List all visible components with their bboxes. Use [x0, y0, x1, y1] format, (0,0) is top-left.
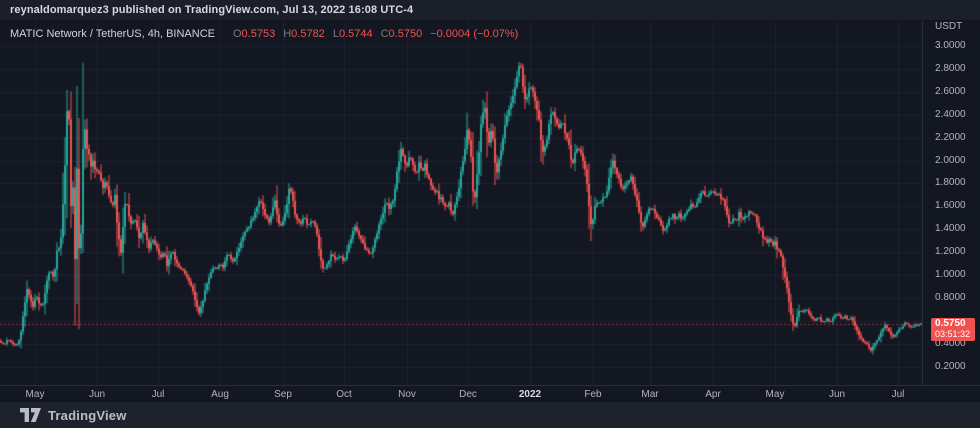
time-axis-label: Apr [705, 389, 721, 400]
symbol-title[interactable]: MATIC Network / TetherUS, 4h, BINANCE [10, 28, 215, 40]
time-axis-label: Dec [459, 389, 477, 400]
price-tick-label: 3.0000 [935, 40, 966, 51]
price-tick-label: 0.4000 [935, 337, 966, 349]
time-axis-label: Jul [891, 389, 905, 400]
price-tick-label: 1.6000 [935, 200, 966, 212]
bar-countdown: 03:51:32 [935, 328, 971, 339]
time-axis-label: May [765, 389, 785, 400]
price-tick-label: 2.4000 [935, 108, 966, 120]
time-axis-label: Jun [828, 389, 846, 400]
time-axis-label: Jun [88, 389, 106, 400]
tradingview-logo-text: TradingView [48, 407, 127, 423]
time-axis-label: Mar [641, 389, 659, 400]
ohlc-high: H0.5782 [283, 28, 325, 40]
last-price-value: 0.5750 [935, 317, 966, 329]
ohlc-open: O0.5753 [232, 28, 276, 40]
chart-legend: MATIC Network / TetherUS, 4h, BINANCE O0… [10, 28, 518, 40]
footer-bar: TradingView [0, 402, 980, 428]
price-axis[interactable]: USDT 0.5750 03:51:32 3.0000 2.8000 2.6000 2… [922, 21, 980, 402]
ohlc-low: L0.5744 [332, 28, 373, 40]
price-tick-label: 1.8000 [935, 177, 966, 189]
price-tick-label: 0.2000 [935, 360, 966, 372]
time-axis-label: Aug [211, 389, 229, 400]
tradingview-logo[interactable]: TradingView [20, 408, 127, 423]
last-price-badge: 0.5750 03:51:32 [931, 317, 975, 341]
time-axis-label: Feb [584, 389, 602, 400]
price-tick-label: 1.2000 [935, 246, 966, 258]
price-tick-label: 1.0000 [935, 269, 966, 280]
publish-info-bar: reynaldomarquez3 published on TradingVie… [0, 0, 980, 21]
time-axis[interactable]: May Jun Jul Aug Sep Oct Nov Dec 2022 Feb Mar Apr May… [0, 385, 980, 402]
tradingview-logo-icon [20, 408, 41, 422]
price-tick-label: 2.8000 [935, 62, 966, 74]
time-axis-label: Sep [274, 389, 292, 400]
ohlc-close: C0.5750 [380, 28, 423, 40]
time-axis-label: Nov [398, 389, 416, 400]
publish-info-text: reynaldomarquez3 published on TradingVie… [10, 4, 414, 16]
change-readout: −0.0004 (−0.07%) [430, 28, 519, 40]
time-axis-label: May [25, 389, 45, 400]
price-tick-label: 2.6000 [935, 85, 966, 97]
price-tick-label: 2.0000 [935, 154, 966, 166]
chart-pane[interactable]: MATIC Network / TetherUS, 4h, BINANCE O0… [0, 21, 922, 385]
price-tick-label: 2.2000 [935, 131, 966, 143]
time-axis-label: Jul [151, 389, 165, 400]
time-axis-label: 2022 [518, 389, 542, 400]
price-axis-unit: USDT [935, 21, 963, 32]
time-axis-label: Oct [336, 389, 352, 400]
price-tick-label: 0.8000 [935, 291, 966, 303]
candlestick-chart-canvas[interactable] [0, 21, 922, 385]
price-tick-label: 1.4000 [935, 223, 966, 235]
